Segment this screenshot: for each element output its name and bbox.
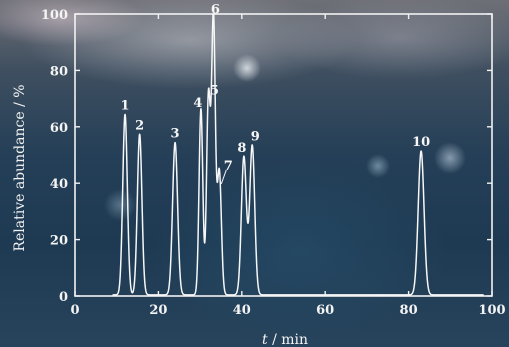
peak-label-3: 3	[171, 127, 180, 142]
peak-label-2: 2	[135, 118, 144, 133]
y-tick-label: 40	[50, 177, 68, 192]
peak-label-6: 6	[211, 3, 220, 18]
chromatogram-trace	[111, 13, 485, 296]
plot-frame	[74, 13, 493, 297]
chromatogram-line	[111, 13, 485, 296]
peak-labels: 12 3 45 6 789 10	[121, 3, 430, 185]
x-tick-label: 80	[400, 303, 418, 318]
peak-label-10: 10	[412, 135, 430, 150]
x-tick-label: 20	[149, 303, 167, 318]
x-tick-label: 0	[70, 303, 79, 318]
x-tick-label: 60	[316, 303, 334, 318]
x-axis-variable: t	[262, 332, 268, 347]
y-tick-label: 20	[50, 234, 68, 249]
y-tick-label: 0	[59, 290, 68, 305]
y-axis-title: Relative abundance / %	[12, 84, 28, 251]
x-axis-unit: / min	[268, 332, 308, 347]
peak-label-5: 5	[210, 84, 219, 99]
axes: 0 20 40 60 80 100 0 20 40 60 80 100	[41, 8, 506, 318]
y-tick-label: 60	[50, 121, 68, 136]
y-tick-label: 100	[41, 8, 68, 23]
x-tick-label: 100	[478, 303, 505, 318]
peak-label-9: 9	[251, 130, 260, 145]
peak-label-7: 7	[224, 159, 233, 174]
y-tick-label: 80	[50, 64, 68, 79]
x-axis-title: t / min	[262, 332, 308, 347]
peak-label-4: 4	[193, 96, 202, 111]
peak-label-8: 8	[237, 141, 246, 156]
x-tick-label: 40	[233, 303, 251, 318]
peak-7-pointer	[220, 169, 227, 185]
peak-label-1: 1	[121, 99, 130, 114]
